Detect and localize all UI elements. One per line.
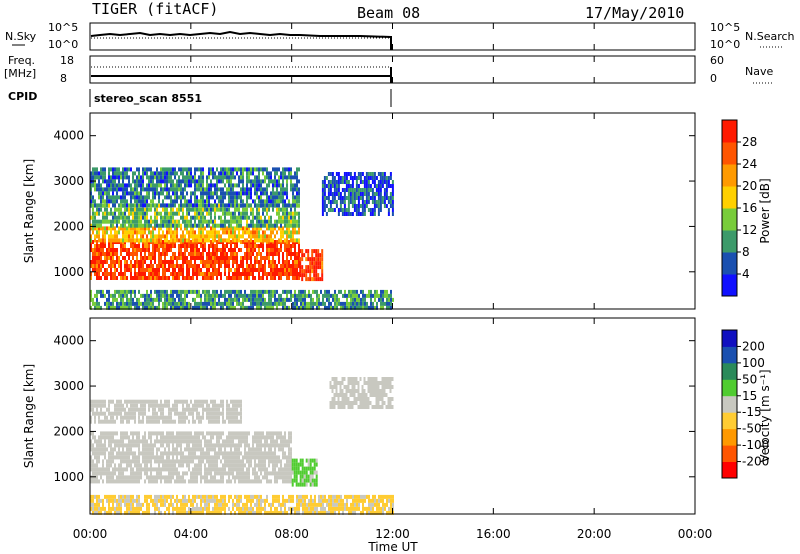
colorbar-tick-label-6: 28 (742, 135, 757, 149)
colorbar-frame (721, 329, 738, 479)
nsearch-tick-low: 10^0 (710, 38, 740, 51)
time-axis: 00:00 04:00 08:00 12:00 16:00 20:00 00:00 (73, 23, 713, 541)
nsearch-label: N.Search (745, 30, 795, 43)
xtick-label-6: 00:00 (678, 527, 713, 541)
colorbar-tick-label-1: 100 (742, 356, 765, 370)
radar-title: TIGER (fitACF) (92, 0, 218, 18)
ytick-label-2: 3000 (53, 174, 84, 188)
colorbar-swatch-5 (722, 379, 737, 397)
velocity-panel: 1000 2000 3000 4000 Slant Range [km] (22, 317, 696, 515)
ytick-label-3: 4000 (53, 129, 84, 143)
colorbar-tick-label-4: -15 (742, 405, 762, 419)
freq-unit: [MHz] (4, 67, 36, 80)
colorbar-swatch-0 (722, 461, 737, 479)
nsky-trace (90, 30, 392, 38)
colorbar-tick-label-0: 4 (742, 267, 750, 281)
ytick-label-3: 4000 (53, 334, 84, 348)
colorbar-tick-label-3: 16 (742, 201, 757, 215)
colorbar-swatch-7 (722, 346, 737, 364)
nsky-tick-low: 10^0 (48, 38, 78, 51)
ytick-label-0: 1000 (53, 470, 84, 484)
freq-tick-low: 8 (60, 72, 67, 85)
xtick-label-0: 00:00 (73, 527, 108, 541)
ytick-label-1: 2000 (53, 219, 84, 233)
colorbar-tick-label-0: 200 (742, 339, 765, 353)
nave-tick-low: 0 (710, 72, 717, 85)
ytick-label-0: 1000 (53, 265, 84, 279)
colorbar-tick-label-2: 50 (742, 372, 757, 386)
xtick-label-2: 08:00 (274, 527, 309, 541)
velocity-yticks: 1000 2000 3000 4000 (53, 334, 695, 484)
colorbar-swatch-3 (722, 412, 737, 430)
cpid-value: stereo_scan 8551 (94, 92, 202, 105)
colorbar-tick-label-3: 15 (742, 389, 757, 403)
velocity-region-3 (329, 377, 394, 409)
power-region-5 (321, 172, 394, 216)
nave-label: Nave (745, 65, 773, 78)
colorbar-tick-label-5: -50 (742, 422, 762, 436)
colorbar-tick-label-4: 20 (742, 179, 757, 193)
power-region-0 (90, 240, 300, 280)
xtick-label-1: 04:00 (174, 527, 209, 541)
nsky-label: N.Sky (5, 30, 37, 43)
nsearch-tick-high: 10^5 (710, 21, 740, 34)
velocity-region-0 (90, 431, 292, 484)
colorbar-swatch-8 (722, 330, 737, 347)
velocity-colorbar: 200 100 50 15 -15 -50 -100 -200 (721, 329, 769, 479)
cpid-label: CPID (8, 90, 37, 103)
power-yticks: 1000 2000 3000 4000 (53, 129, 695, 279)
power-panel: 1000 2000 3000 4000 Slant Range [km] (22, 112, 696, 310)
xtick-label-5: 20:00 (577, 527, 612, 541)
power-colorbar-label: Power [dB] (758, 178, 772, 243)
velocity-colorbar-label: Velocity [m s⁻¹] (758, 369, 772, 462)
nsky-tick-high: 10^5 (48, 21, 78, 34)
colorbar-swatch-6 (722, 142, 737, 165)
colorbar-swatch-1 (722, 252, 737, 275)
velocity-region-2 (291, 458, 318, 487)
colorbar-swatch-2 (722, 428, 737, 446)
velocity-region-1 (90, 399, 242, 424)
colorbar-swatch-3 (722, 208, 737, 231)
power-data-layer (90, 167, 394, 310)
colorbar-tick-label-2: 12 (742, 223, 757, 237)
power-region-3 (90, 167, 300, 208)
velocity-data-layer (90, 377, 394, 515)
colorbar-swatch-2 (722, 230, 737, 253)
date-title: 17/May/2010 (585, 4, 684, 22)
colorbar-swatch-4 (722, 395, 737, 413)
colorbar-swatch-0 (722, 274, 737, 297)
colorbar-swatch-7 (722, 120, 737, 143)
velocity-region-4 (90, 494, 394, 515)
colorbar-tick-label-7: -200 (742, 455, 769, 469)
ytick-label-1: 2000 (53, 424, 84, 438)
colorbar-swatch-6 (722, 362, 737, 380)
power-region-6 (90, 289, 394, 310)
freq-tick-high: 18 (60, 54, 74, 67)
beam-title: Beam 08 (357, 4, 420, 22)
x-axis-label: Time UT (367, 540, 418, 554)
power-region-4 (299, 249, 324, 282)
power-region-1 (90, 226, 300, 243)
colorbar-swatch-1 (722, 445, 737, 462)
colorbar-swatch-4 (722, 186, 737, 209)
colorbar-tick-label-6: -100 (742, 438, 769, 452)
power-colorbar: 4 8 12 16 20 24 28 (721, 119, 757, 297)
xtick-label-4: 16:00 (476, 527, 511, 541)
colorbar-tick-label-1: 8 (742, 245, 750, 259)
freq-label: Freq. (8, 54, 35, 67)
colorbar-tick-label-5: 24 (742, 157, 757, 171)
velocity-ylabel: Slant Range [km] (22, 364, 36, 468)
colorbar-swatch-5 (722, 164, 737, 187)
nave-tick-high: 60 (710, 54, 724, 67)
xtick-label-3: 12:00 (375, 527, 410, 541)
ytick-label-2: 3000 (53, 379, 84, 393)
power-ylabel: Slant Range [km] (22, 159, 36, 263)
